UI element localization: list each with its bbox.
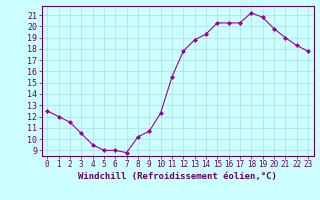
X-axis label: Windchill (Refroidissement éolien,°C): Windchill (Refroidissement éolien,°C) [78,172,277,181]
